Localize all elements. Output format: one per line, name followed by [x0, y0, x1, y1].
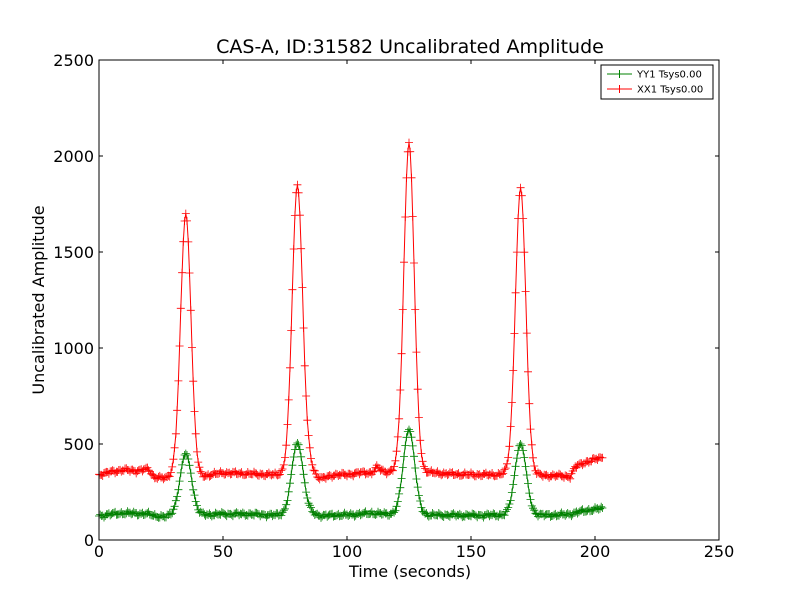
legend-label-yy1: YY1 Tsys0.00 [636, 70, 702, 81]
legend-marker-yy1 [615, 70, 624, 78]
y-tick-label: 1500 [53, 243, 94, 262]
legend: YY1 Tsys0.00 XX1 Tsys0.00 [600, 64, 714, 100]
x-tick-label: 0 [94, 542, 104, 561]
x-tick-label: 200 [580, 542, 611, 561]
x-tick-label: 100 [332, 542, 363, 561]
x-tick-label: 250 [704, 542, 735, 561]
x-axis-label: Time (seconds) [348, 562, 471, 581]
y-tick-label: 2500 [53, 51, 94, 70]
y-tick-label: 1000 [53, 339, 94, 358]
y-axis-label: Uncalibrated Amplitude [29, 205, 48, 394]
y-tick-label: 500 [63, 435, 94, 454]
y-tick-label: 0 [84, 531, 94, 550]
plot-area [95, 138, 607, 522]
x-tick-label: 50 [213, 542, 233, 561]
x-tick-label: 150 [456, 542, 487, 561]
legend-marker-xx1 [615, 85, 624, 93]
chart-title: CAS-A, ID:31582 Uncalibrated Amplitude [216, 36, 604, 58]
plot-frame [98, 59, 720, 541]
legend-label-xx1: XX1 Tsys0.00 [637, 85, 703, 96]
y-tick-label: 2000 [53, 147, 94, 166]
